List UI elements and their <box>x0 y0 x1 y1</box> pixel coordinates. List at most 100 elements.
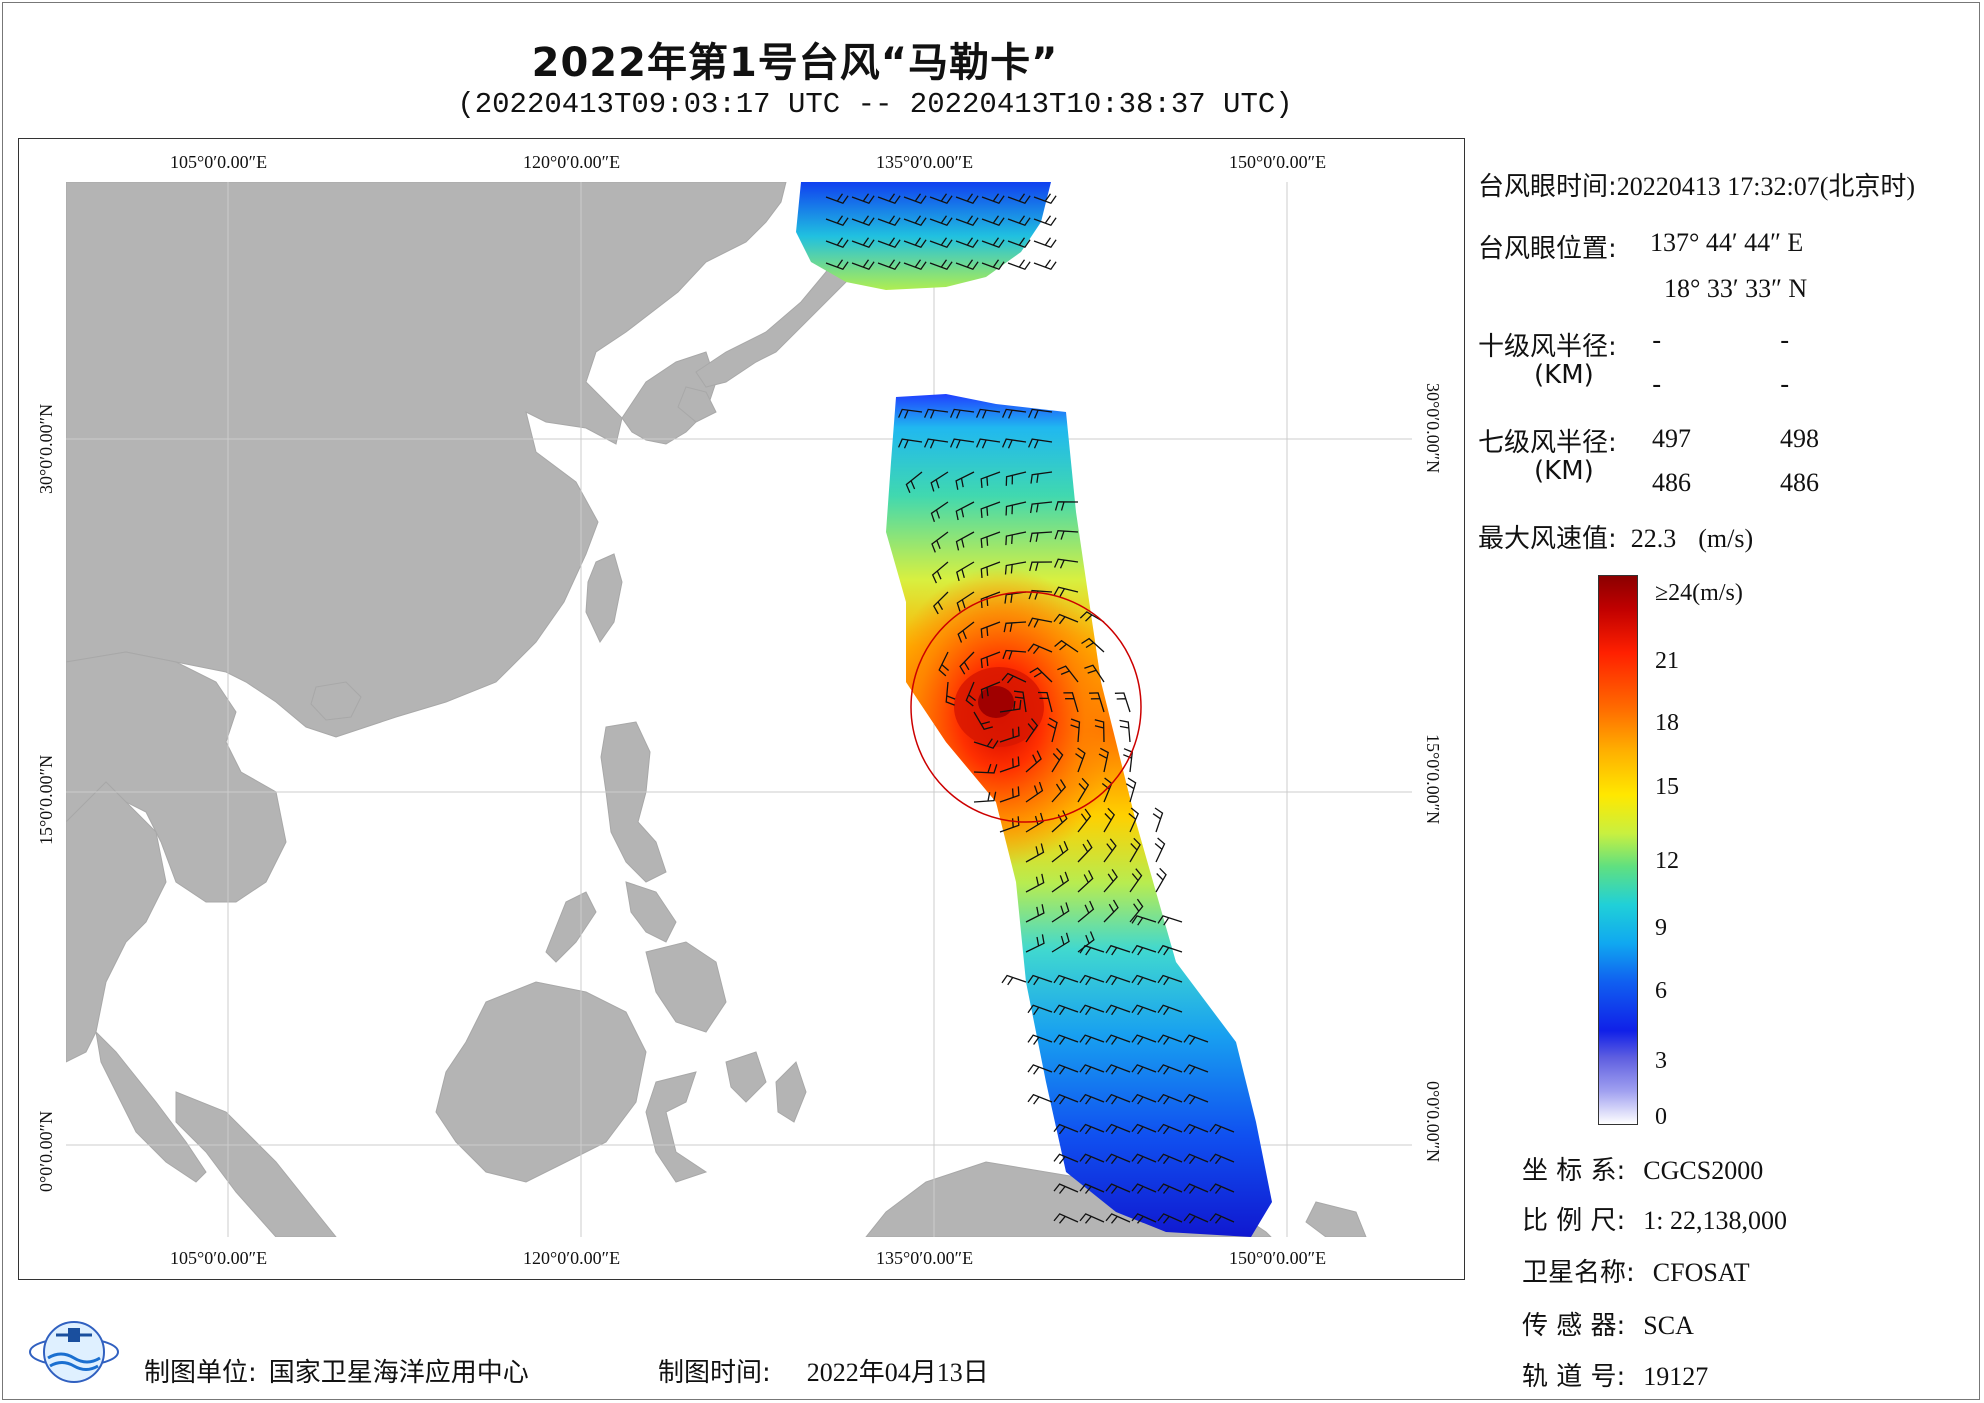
wind-barb <box>924 438 949 449</box>
wind-barb <box>1152 807 1164 833</box>
wind-barb <box>981 193 1005 204</box>
land <box>66 182 1367 1237</box>
wind-barb <box>1157 1034 1183 1045</box>
wind-barb <box>1105 1153 1131 1165</box>
wind-barb <box>1105 944 1131 956</box>
agency-logo <box>29 1321 119 1383</box>
wind-barb <box>1054 501 1079 511</box>
wind-barb <box>1025 812 1044 833</box>
wind-barb <box>1077 777 1090 803</box>
wind-barb <box>1028 438 1053 449</box>
wind-barb <box>1079 1123 1105 1135</box>
r10-label: 十级风半径: <box>1478 332 1617 362</box>
date-label: 制图时间: <box>658 1358 771 1388</box>
wind-barb <box>1051 747 1064 773</box>
wind-radius-circle <box>910 591 1142 823</box>
wind-barb <box>1001 974 1027 986</box>
max-wind-unit: (m/s) <box>1698 524 1754 553</box>
wind-barb <box>1002 649 1027 660</box>
eye-position-label: 台风眼位置: <box>1478 234 1617 264</box>
wind-barbs <box>825 193 1235 1224</box>
wind-barb <box>1105 1123 1131 1135</box>
wind-barb <box>957 621 975 643</box>
wind-barb <box>980 501 1001 518</box>
wind-barb <box>1054 558 1079 569</box>
wind-barb <box>980 531 1001 548</box>
lon-label-bottom-120: 120°0′0.00″E <box>523 1248 621 1268</box>
wind-barb <box>1157 915 1183 926</box>
wind-barb <box>1079 1064 1105 1075</box>
wind-barb <box>1051 810 1068 833</box>
wind-barb <box>1054 530 1079 540</box>
wind-barb <box>1131 1123 1157 1135</box>
wind-barb <box>955 471 975 490</box>
wind-barb <box>1183 1153 1209 1165</box>
wind-barb <box>1033 259 1057 270</box>
r7-value-sw: 486 <box>1652 468 1691 497</box>
r7-value-ne: 497 <box>1652 424 1691 453</box>
wind-barb <box>999 726 1020 743</box>
wind-barb <box>1183 1123 1209 1135</box>
wind-barb <box>1157 1153 1183 1165</box>
r10-value-se: - <box>1780 326 1790 356</box>
wind-barb <box>1114 692 1131 713</box>
wind-barb <box>1033 193 1057 204</box>
wind-barb <box>1157 944 1183 956</box>
date-row: 制图时间: 2022年04月13日 <box>658 1352 989 1389</box>
lat-label-right-30: 30°0′0.00″N <box>1423 383 1443 474</box>
wind-barb <box>1037 691 1053 713</box>
wind-barb <box>1105 1093 1131 1105</box>
wind-barb <box>1051 902 1070 923</box>
wind-barb <box>1103 838 1117 863</box>
wind-barb <box>1079 611 1105 623</box>
satellite-value: CFOSAT <box>1652 1258 1750 1287</box>
max-wind-label: 最大风速值: <box>1478 524 1617 554</box>
wind-barb <box>980 621 1001 639</box>
sensor-value: SCA <box>1643 1311 1694 1340</box>
wind-barb <box>825 259 849 270</box>
wind-barb <box>1129 837 1141 863</box>
wind-barb <box>965 681 977 707</box>
wind-barb <box>905 471 923 494</box>
wind-barb <box>1079 1004 1105 1016</box>
wind-barb <box>1129 898 1144 923</box>
wind-barb <box>1051 932 1070 953</box>
lon-label-bottom-150: 150°0′0.00″E <box>1229 1248 1327 1268</box>
wind-barb <box>1103 899 1119 923</box>
orbit-row: 轨 道 号: 19127 <box>1522 1356 1708 1393</box>
wind-barb <box>1070 718 1081 743</box>
r7-value-se: 498 <box>1780 424 1819 453</box>
wind-barb <box>1209 1213 1235 1224</box>
wind-barb <box>1033 237 1057 248</box>
wind-barb <box>1157 1093 1183 1105</box>
wind-barb <box>1157 1213 1183 1224</box>
wind-barb <box>1007 193 1031 204</box>
wind-barb <box>877 259 901 270</box>
wind-barb <box>1002 438 1027 449</box>
lon-label-top-135: 135°0′0.00″E <box>876 152 974 172</box>
wind-barb <box>1157 1183 1183 1194</box>
wind-barb <box>851 215 875 226</box>
wind-barb <box>945 681 956 706</box>
wind-barb <box>1053 974 1079 986</box>
wind-barb <box>1157 1123 1183 1135</box>
scale-tick-9: 9 <box>1655 915 1667 941</box>
wind-barb <box>1098 747 1109 773</box>
wind-barb <box>1053 1213 1079 1224</box>
wind-barb <box>980 651 1001 669</box>
lat-label-right-0: 0°0′0.00″N <box>1423 1081 1443 1163</box>
wind-barb <box>1013 690 1027 713</box>
scale-tick-21: 21 <box>1655 648 1679 674</box>
lat-label-right-15: 15°0′0.00″N <box>1423 734 1443 825</box>
wind-barb <box>1131 1093 1157 1105</box>
wind-barb <box>1053 1064 1079 1075</box>
wind-barb <box>1053 586 1079 597</box>
scale-tick-18: 18 <box>1655 710 1679 736</box>
wind-barb <box>981 215 1005 226</box>
wind-barb <box>1053 613 1079 625</box>
wind-barb <box>1103 869 1118 893</box>
wind-barb <box>1029 501 1053 514</box>
wind-barb <box>999 699 1022 713</box>
wind-barb <box>924 408 949 419</box>
map-subtitle: (20220413T09:03:17 UTC -- 20220413T10:38… <box>457 88 1293 121</box>
